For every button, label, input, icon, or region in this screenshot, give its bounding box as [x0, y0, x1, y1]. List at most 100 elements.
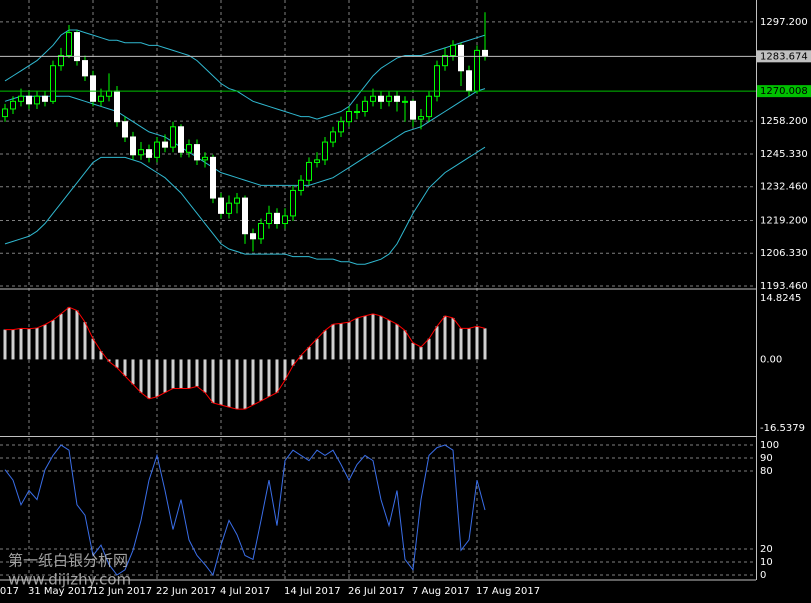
macd-bar [171, 359, 175, 389]
bollinger-band [4, 29, 486, 120]
macd-bar [155, 359, 159, 397]
candle-body [162, 141, 168, 148]
candle-body [18, 95, 24, 102]
y-tick-label: 1206.330 [760, 248, 808, 259]
macd-bar [275, 359, 279, 393]
macd-bar [451, 317, 455, 360]
y-tick-label: 0.00 [760, 354, 782, 365]
macd-bar [75, 310, 79, 360]
y-tick-label: 10 [760, 557, 773, 568]
y-tick-label: 1297.200 [760, 17, 808, 28]
x-tick-label: 31 May 2017 [28, 586, 93, 597]
candle-body [58, 55, 64, 67]
stochastic-line [4, 444, 486, 577]
macd-bar [91, 338, 95, 360]
macd-bar [3, 329, 7, 360]
candle-body [50, 65, 56, 102]
x-tick-label: 26 Jul 2017 [348, 586, 405, 597]
candle-body [186, 144, 192, 153]
macd-bar [363, 315, 367, 360]
y-tick-label: 1245.330 [760, 149, 808, 160]
price-label-box [757, 50, 811, 63]
candle-body [170, 126, 176, 148]
x-tick-label: 4 Jul 2017 [220, 586, 270, 597]
candle-body [74, 32, 80, 62]
candle-body [306, 161, 312, 181]
candle-body [330, 131, 336, 143]
macd-bar [371, 313, 375, 360]
macd-outline [5, 306, 486, 410]
y-tick-label: 100 [760, 440, 779, 451]
candle-body [146, 149, 152, 158]
macd-bar [163, 359, 167, 393]
candle-body [114, 90, 120, 123]
macd-bar [427, 338, 431, 360]
candle-body [66, 32, 72, 57]
macd-bar [235, 359, 239, 410]
candle-body [10, 100, 16, 110]
macd-bar [211, 359, 215, 403]
y-tick-label: 80 [760, 466, 773, 477]
macd-bar [403, 330, 407, 360]
candle-body [202, 156, 208, 161]
macd-bar [83, 322, 87, 360]
candle-body [410, 100, 416, 120]
macd-bar [59, 313, 63, 360]
macd-bar [483, 328, 487, 360]
candle-body [90, 75, 96, 102]
candle-body [370, 95, 376, 102]
macd-bar [291, 359, 295, 366]
candle-body [282, 215, 288, 225]
y-tick-label: 20 [760, 544, 773, 555]
candle-body [258, 223, 264, 240]
candle-body [210, 156, 216, 199]
macd-bar [147, 359, 151, 399]
candle-body [314, 159, 320, 163]
candle-body [242, 197, 248, 235]
candle-body [298, 179, 304, 191]
macd-bar [443, 315, 447, 360]
candle-body [346, 111, 352, 123]
candle-body [386, 95, 392, 102]
macd-bar [123, 359, 127, 377]
candle-body [138, 149, 144, 156]
candle-body [130, 136, 136, 156]
macd-bar [203, 359, 207, 393]
candle-body [466, 70, 472, 92]
macd-bar [115, 359, 119, 368]
macd-bar [195, 359, 199, 387]
price-label: 1283.674 [760, 51, 808, 62]
macd-bar [395, 324, 399, 360]
candle-body [2, 108, 8, 118]
x-tick-label: 17 Aug 2017 [476, 586, 540, 597]
macd-bar [307, 347, 311, 360]
candle-body [98, 95, 104, 102]
x-tick-label: 22 Jun 2017 [156, 586, 216, 597]
macd-bar [131, 359, 135, 385]
y-tick-label: -16.5379 [760, 423, 805, 434]
candle-body [154, 141, 160, 158]
price-label-box [757, 85, 811, 98]
macd-bar [227, 359, 231, 408]
candle-body [450, 44, 456, 57]
bollinger-band [4, 88, 486, 186]
macd-bar [139, 359, 143, 393]
macd-bar [243, 359, 247, 410]
macd-bar [107, 359, 111, 362]
macd-bar [27, 328, 31, 360]
candle-body [482, 49, 488, 57]
macd-bar [323, 330, 327, 360]
candle-body [226, 202, 232, 214]
macd-bar [259, 359, 263, 401]
macd-bar [43, 324, 47, 360]
candle-body [378, 95, 384, 102]
candle-body [234, 197, 240, 204]
macd-bar [331, 324, 335, 360]
x-tick-label: 14 Jul 2017 [284, 586, 341, 597]
candle-body [266, 212, 272, 225]
watermark-url: www.dijizhy.com [8, 571, 131, 589]
candle-body [290, 189, 296, 217]
